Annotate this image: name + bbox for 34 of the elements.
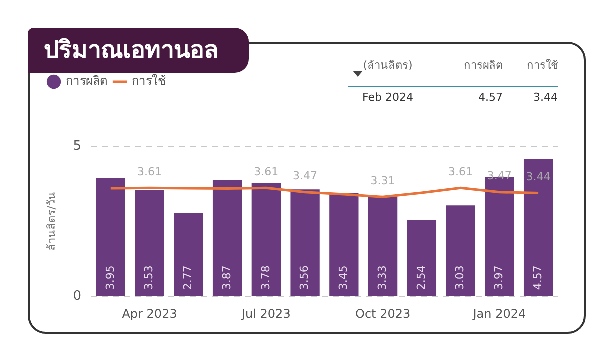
text: (ล้านลิตร): [348, 56, 428, 87]
data-label: 3.53: [142, 266, 156, 290]
text: 4.57: [478, 90, 503, 104]
legend-label: การใช้: [132, 74, 166, 88]
data-label: 2.54: [414, 266, 428, 290]
text: 3.44: [532, 90, 558, 104]
data-label: 3.97: [492, 266, 506, 290]
data-label: 3.56: [298, 266, 312, 290]
data-label: 3.03: [454, 266, 467, 290]
data-label: 3.47: [293, 170, 318, 183]
data-label: 3.61: [448, 166, 474, 179]
data-label: 3.33: [376, 266, 389, 290]
text: การใช้: [503, 56, 558, 87]
text: Feb 2024: [362, 90, 414, 104]
x-tick-label: Apr 2023: [122, 306, 178, 321]
legend-label: การผลิต: [66, 74, 108, 88]
y-axis-title: ล้านลิตร/วัน: [45, 192, 58, 251]
data-label: 2.77: [182, 266, 195, 290]
data-label: 3.31: [370, 174, 396, 188]
chart-title: ปริมาณเอทานอล: [28, 28, 249, 73]
data-label: 3.45: [337, 266, 350, 290]
data-label: 3.61: [138, 166, 162, 179]
data-label: 3.78: [259, 266, 272, 290]
data-label: 4.57: [531, 266, 544, 290]
x-tick-label: Jul 2023: [240, 306, 291, 321]
y-tick-label: 0: [73, 288, 82, 304]
y-tick-label: 5: [73, 138, 82, 154]
x-tick-label: Jan 2024: [472, 306, 526, 321]
x-tick-label: Oct 2023: [355, 306, 411, 321]
data-label: 3.44: [526, 170, 551, 184]
data-label: 3.95: [104, 266, 117, 290]
text: การผลิต: [428, 56, 503, 87]
data-label: 3.61: [254, 166, 279, 179]
data-label: 3.87: [220, 266, 234, 290]
